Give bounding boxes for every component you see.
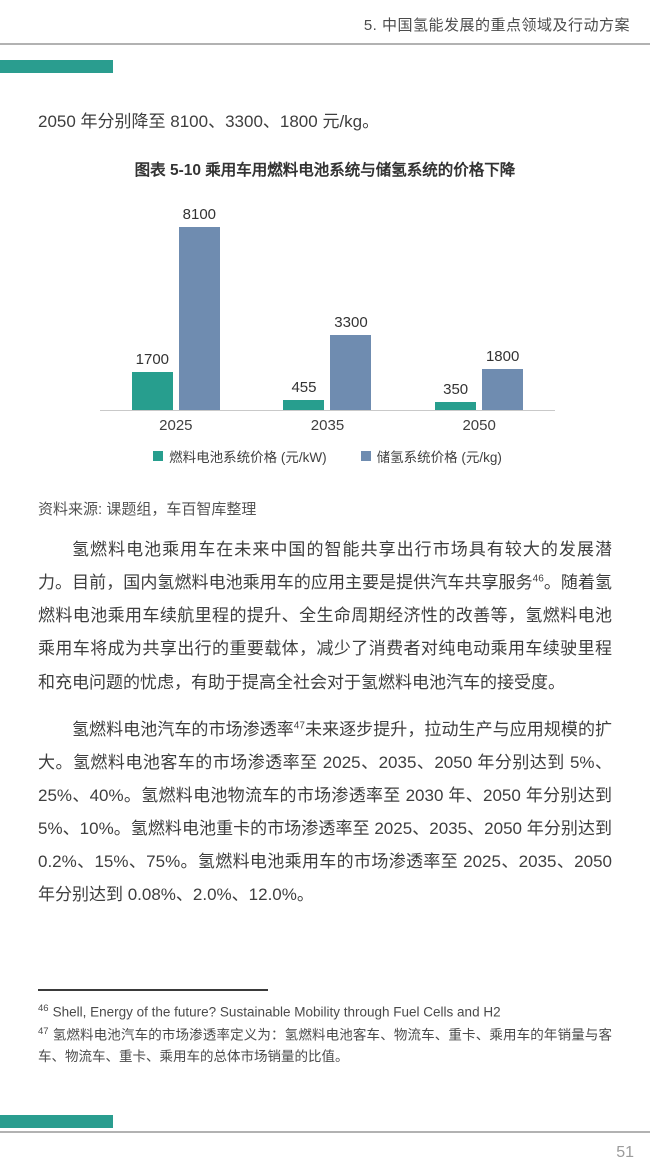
chart-legend: 燃料电池系统价格 (元/kW) 储氢系统价格 (元/kg) — [100, 446, 555, 466]
footnote-item: 46 Shell, Energy of the future? Sustainab… — [38, 1003, 501, 1020]
bar-value-label: 8100 — [182, 205, 217, 223]
bar — [435, 401, 477, 410]
top-accent-bar — [0, 60, 113, 73]
page-header-title: 5. 中国氢能发展的重点领域及行动方案 — [363, 17, 630, 34]
bar — [178, 226, 220, 410]
chart-area: 1700 8100 455 3300 350 1800 2025 2035 2050 燃料电池… — [100, 196, 555, 466]
paragraph: 氢燃料电池乘用车在未来中国的智能共享出行市场具有较大的发展潜力。目前，国内氢燃料… — [38, 539, 613, 692]
bar-column: 3300 — [330, 313, 372, 410]
bar-column: 1700 — [131, 350, 173, 410]
intro-line: 2050 年分别降至 8100、3300、1800 元/kg。 — [38, 112, 380, 131]
bar — [131, 371, 173, 410]
chart-x-axis-labels: 2025 2035 2050 — [100, 411, 555, 434]
bar-value-label: 1700 — [135, 350, 170, 368]
legend-swatch-icon — [153, 450, 164, 461]
bar-group-2050: 350 1800 — [435, 347, 524, 410]
bar-value-label: 455 — [291, 378, 317, 396]
bar-column: 455 — [283, 378, 325, 410]
bottom-accent-bar — [0, 1115, 113, 1128]
footnotes: 46 Shell, Energy of the future? Sustainab… — [38, 989, 612, 1068]
legend-label: 燃料电池系统价格 (元/kW) — [169, 449, 327, 465]
bar-value-label: 1800 — [485, 347, 520, 365]
body-paragraphs: 氢燃料电池乘用车在未来中国的智能共享出行市场具有较大的发展潜力。目前，国内氢燃料… — [38, 533, 612, 912]
legend-item: 储氢系统价格 (元/kg) — [360, 446, 502, 466]
paragraph: 氢燃料电池汽车的市场渗透率47未来逐步提升，拉动生产与应用规模的扩大。氢燃料电池… — [38, 719, 613, 905]
source-line: 资料来源: 课题组，车百智库整理 — [38, 500, 257, 518]
page-number: 51 — [616, 1144, 634, 1161]
figure-5-10: 图表 5-10 乘用车用燃料电池系统与储氢系统的价格下降 1700 8100 455… — [38, 158, 612, 466]
footer-divider — [0, 1131, 650, 1133]
footnote-item: 47 氢燃料电池汽车的市场渗透率定义为：氢燃料电池客车、物流车、重卡、乘用车的年销… — [38, 1025, 612, 1065]
bar — [330, 334, 372, 410]
bar-value-label: 3300 — [334, 313, 368, 331]
legend-swatch-icon — [360, 450, 371, 461]
footnote-marker: 46 — [38, 1003, 49, 1015]
legend-item: 燃料电池系统价格 (元/kW) — [153, 446, 327, 466]
legend-label: 储氢系统价格 (元/kg) — [376, 449, 502, 465]
bar-value-label: 350 — [443, 380, 469, 398]
footnote-reference: 46 — [532, 573, 544, 585]
bar-column: 8100 — [178, 205, 220, 410]
bar — [283, 399, 325, 410]
header-divider — [0, 43, 650, 45]
footnote-marker: 47 — [38, 1025, 49, 1037]
x-axis-tick-label: 2050 — [462, 416, 496, 434]
chart-title: 图表 5-10 乘用车用燃料电池系统与储氢系统的价格下降 — [134, 161, 516, 179]
bar-column: 1800 — [482, 347, 524, 410]
footnote-divider — [38, 989, 268, 992]
chart-plot: 1700 8100 455 3300 350 1800 — [100, 196, 555, 411]
x-axis-tick-label: 2025 — [159, 416, 193, 434]
page-body: 2050 年分别降至 8100、3300、1800 元/kg。 图表 5-10 … — [0, 111, 650, 1068]
x-axis-tick-label: 2035 — [310, 416, 345, 434]
bar-group-2025: 1700 8100 — [131, 205, 220, 410]
bar-column: 350 — [435, 380, 477, 410]
bar-group-2035: 455 3300 — [283, 313, 372, 410]
bar — [482, 368, 524, 410]
footnote-reference: 47 — [293, 719, 305, 731]
